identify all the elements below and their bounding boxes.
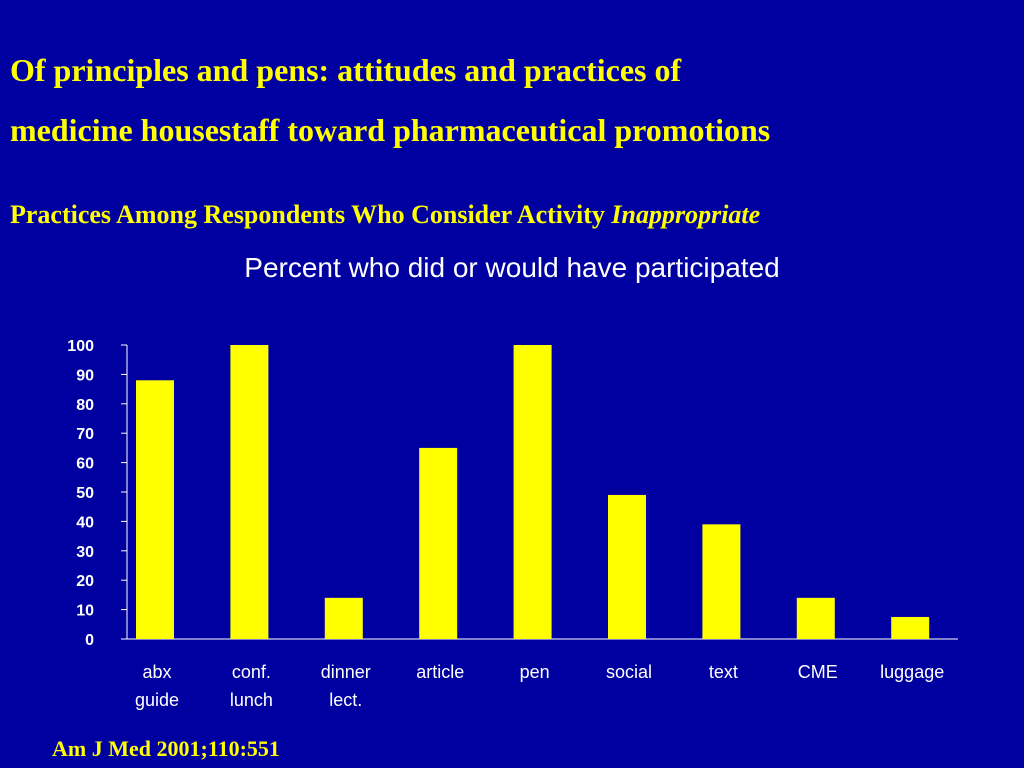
x-category-label: lunch — [230, 690, 273, 710]
y-tick-label: 30 — [76, 544, 94, 561]
x-category-label: conf. — [232, 662, 271, 682]
x-category-label: lect. — [329, 690, 362, 710]
y-tick-label: 50 — [76, 485, 94, 502]
slide-title-line-2: medicine housestaff toward pharmaceutica… — [10, 112, 771, 148]
bar — [796, 597, 835, 639]
bar — [419, 447, 458, 639]
y-tick-label: 80 — [76, 397, 94, 414]
slide-subtitle: Practices Among Respondents Who Consider… — [10, 200, 760, 230]
bar — [891, 616, 930, 639]
bar — [608, 494, 646, 639]
y-tick-label: 40 — [76, 514, 94, 531]
bar — [136, 380, 174, 639]
subtitle-main-text: Practices Among Respondents Who Consider… — [10, 200, 612, 229]
y-tick-label: 0 — [85, 632, 94, 649]
x-category-label: guide — [135, 690, 179, 710]
x-category-label: abx — [142, 662, 171, 682]
slide-title-line-1: Of principles and pens: attitudes and pr… — [10, 52, 682, 88]
citation: Am J Med 2001;110:551 — [52, 736, 280, 761]
y-tick-label: 100 — [67, 338, 94, 355]
y-tick-label: 10 — [76, 603, 94, 620]
x-category-label: CME — [798, 662, 838, 682]
x-category-label: text — [709, 662, 738, 682]
y-tick-label: 90 — [76, 367, 94, 384]
bar — [324, 597, 363, 639]
y-tick-label: 70 — [76, 426, 94, 443]
x-category-label: social — [606, 662, 652, 682]
y-tick-label: 20 — [76, 573, 94, 590]
bar — [513, 345, 552, 639]
x-category-label: pen — [520, 662, 550, 682]
chart-title: Percent who did or would have participat… — [244, 252, 780, 283]
x-category-label: article — [416, 662, 464, 682]
bar — [230, 345, 269, 639]
subtitle-emphasis-text: Inappropriate — [611, 200, 761, 229]
bar — [702, 524, 741, 639]
x-category-label: luggage — [880, 662, 944, 682]
y-tick-label: 60 — [76, 456, 94, 473]
x-category-label: dinner — [321, 662, 371, 682]
